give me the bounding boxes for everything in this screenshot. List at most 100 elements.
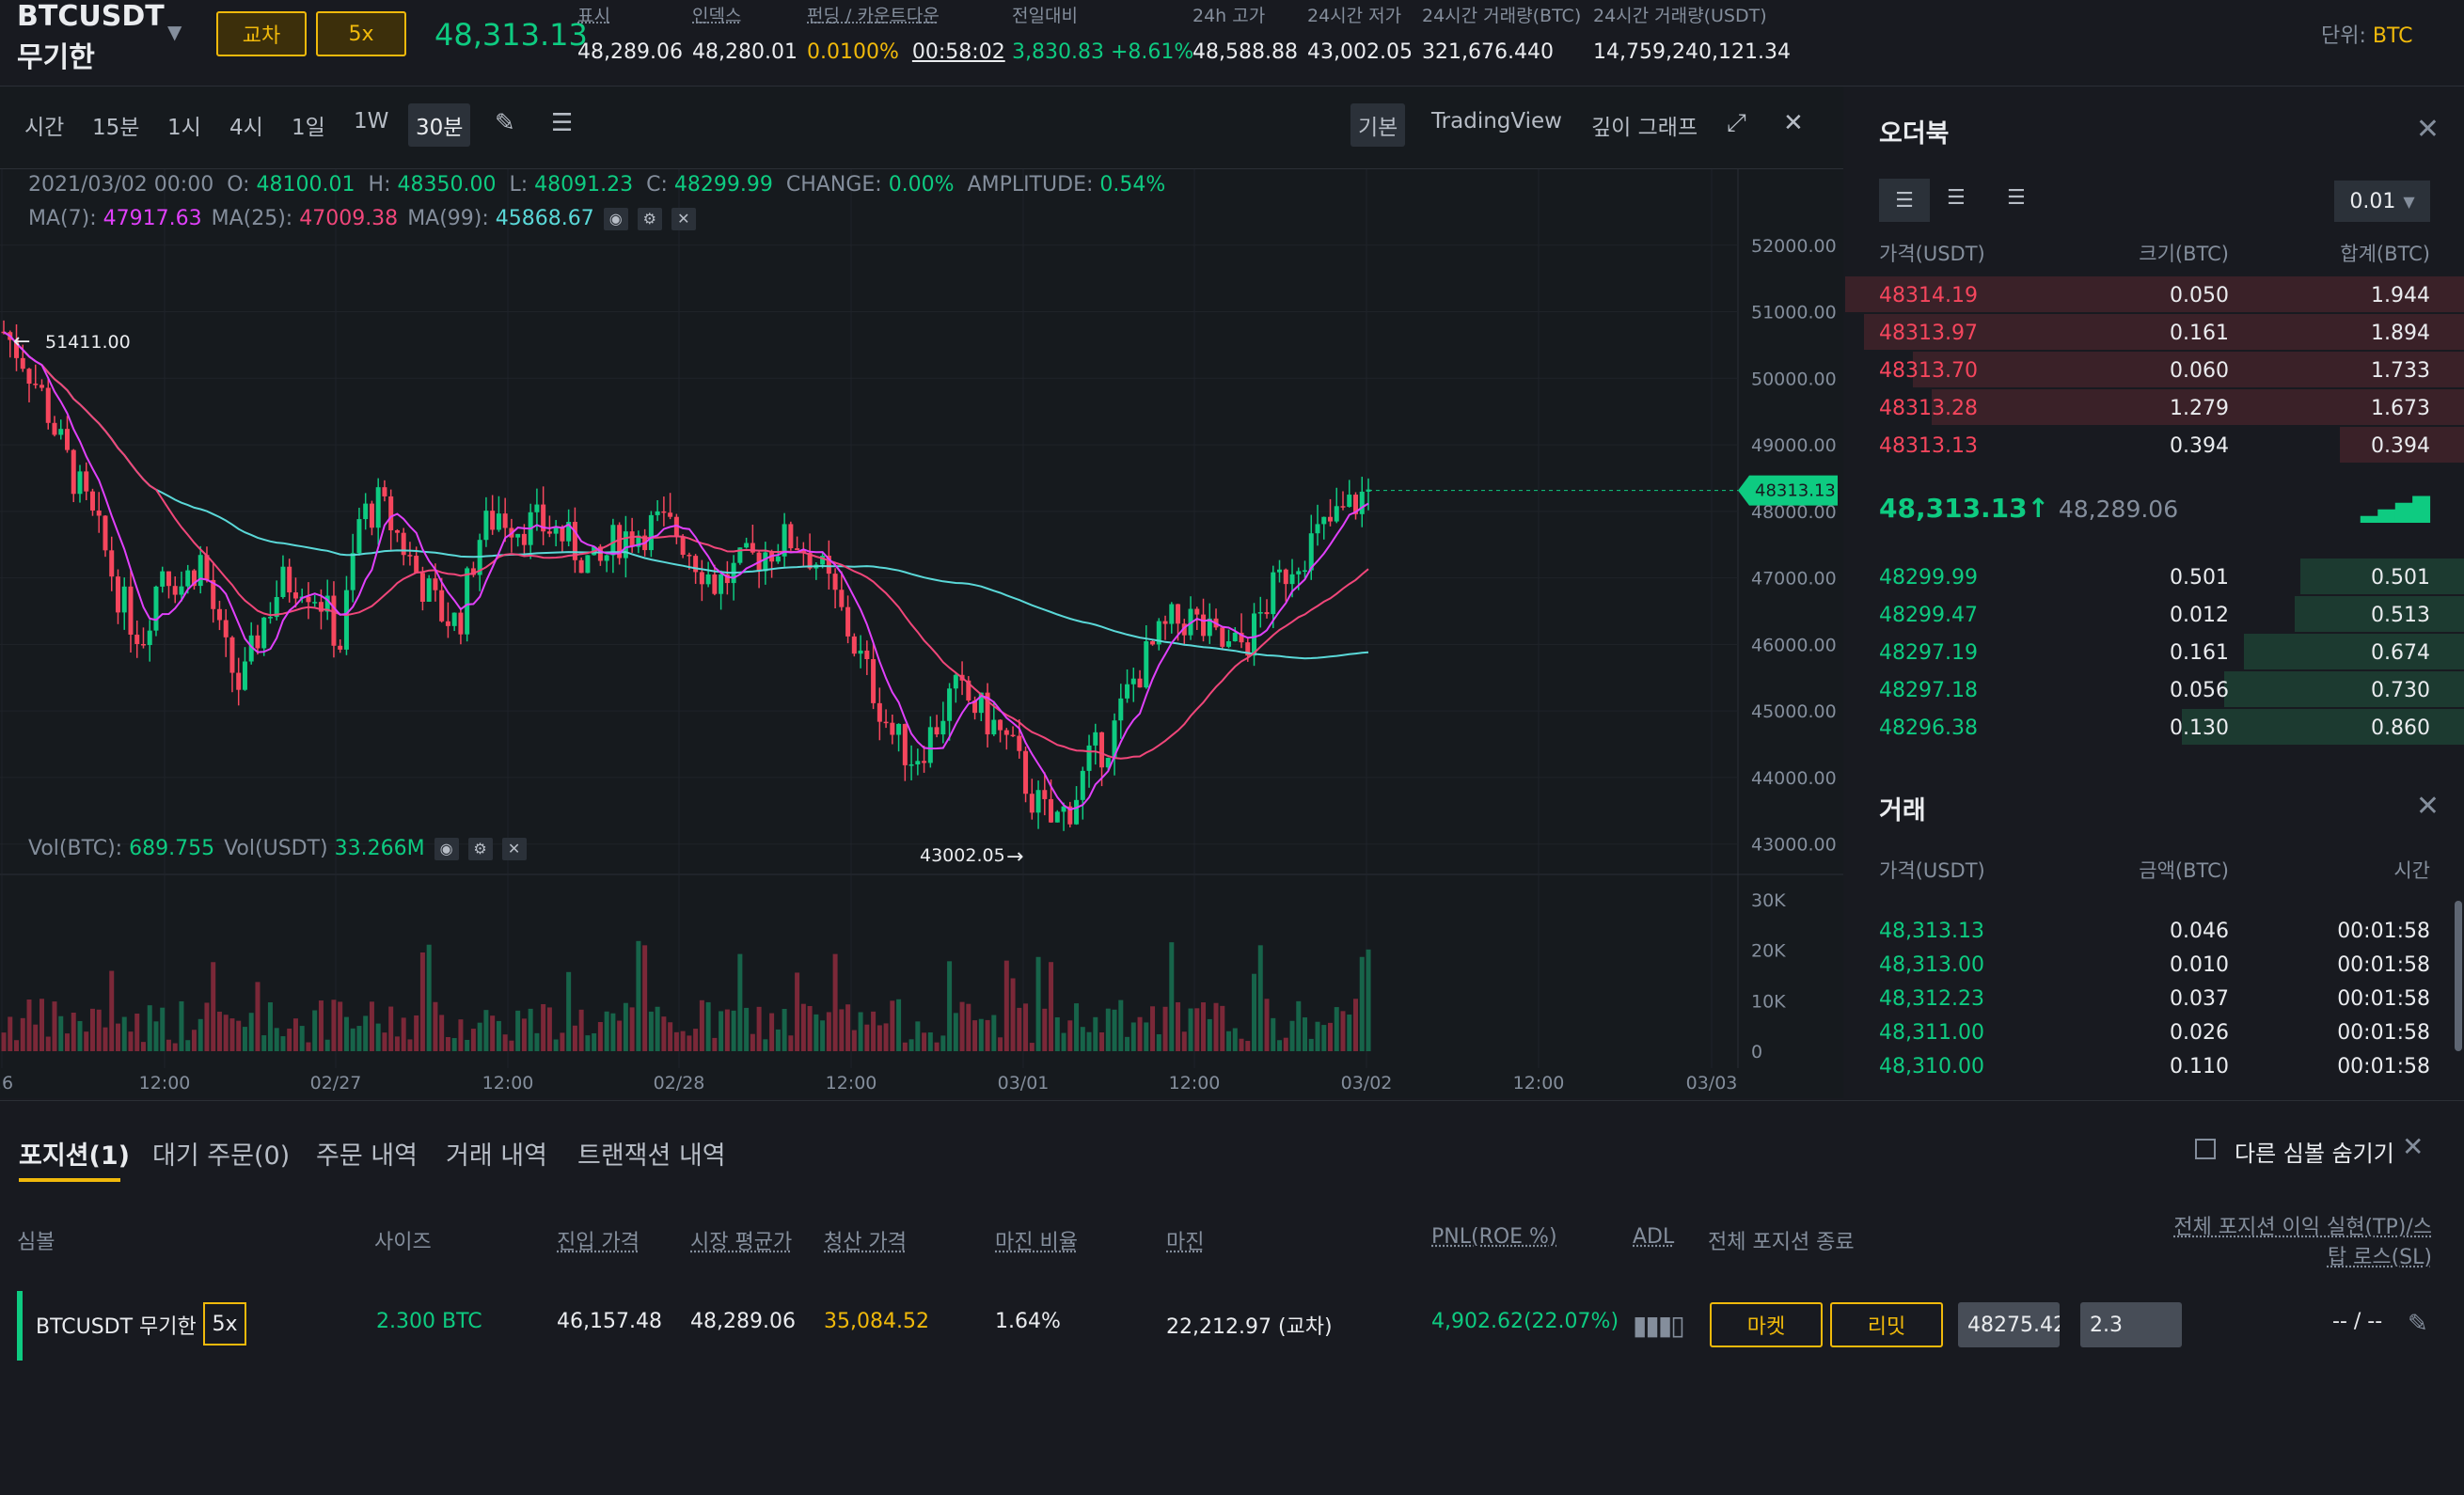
volume-bar — [1271, 1017, 1276, 1051]
gear-icon[interactable]: ⚙ — [467, 837, 493, 860]
orderbook-both-icon[interactable]: ☰ — [1879, 179, 1930, 222]
market-close-button[interactable]: 마켓 — [1710, 1302, 1823, 1347]
ask-row[interactable]: 48313.97 0.161 1.894 — [1845, 314, 2464, 352]
interval-4h[interactable]: 4시 — [229, 116, 263, 140]
interval-30m[interactable]: 30분 — [408, 103, 471, 147]
tab-trade-history[interactable]: 거래 내역 — [446, 1141, 547, 1171]
limit-close-button[interactable]: 리밋 — [1830, 1302, 1943, 1347]
interval-1d[interactable]: 1일 — [292, 116, 325, 140]
volume-bar — [528, 1008, 533, 1051]
pencil-icon[interactable]: ✎ — [495, 109, 515, 137]
interval-1h[interactable]: 1시 — [167, 116, 201, 140]
volume-bar — [1264, 999, 1270, 1051]
chevron-down-icon[interactable]: ▼ — [167, 21, 182, 43]
tab-transaction-history[interactable]: 트랜잭션 내역 — [577, 1141, 726, 1171]
candle-body — [1093, 732, 1098, 746]
hide-other-checkbox[interactable] — [2195, 1139, 2216, 1159]
ask-row[interactable]: 48313.13 0.394 0.394 — [1845, 427, 2464, 464]
volume-bar — [1017, 1007, 1022, 1051]
position-leverage[interactable]: 5x — [203, 1302, 246, 1346]
gear-icon[interactable]: ⚙ — [637, 207, 662, 230]
volume-bar — [426, 944, 432, 1051]
limit-price-input[interactable] — [1958, 1302, 2060, 1347]
volume-bar — [58, 1015, 64, 1051]
symbol-name[interactable]: BTCUSDT — [17, 0, 165, 33]
close-icon[interactable]: ✕ — [1783, 109, 1804, 137]
eye-icon[interactable]: ◉ — [434, 837, 459, 860]
precision-select[interactable]: 0.01 ▼ — [2334, 181, 2430, 222]
bid-row[interactable]: 48299.47 0.012 0.513 — [1845, 596, 2464, 634]
volume-bar — [134, 1013, 140, 1051]
close-all-positions[interactable]: 전체 포지션 종료 — [1708, 1231, 1855, 1254]
orderbook-title: 오더북 — [1879, 119, 1950, 149]
unit-selector[interactable]: 단위: BTC — [2321, 24, 2413, 48]
signal-bars-icon[interactable]: ▂▄▆█ — [2361, 496, 2430, 523]
volume-bar — [1252, 973, 1257, 1051]
edit-pencil-icon[interactable]: ✎ — [2408, 1310, 2428, 1338]
volume-bar — [77, 1020, 83, 1051]
volume-bar — [1049, 962, 1054, 1051]
col-liq: 청산 가격 — [824, 1231, 907, 1254]
settings-sliders-icon[interactable]: ☰ — [551, 109, 574, 137]
ask-row[interactable]: 48314.19 0.050 1.944 — [1845, 276, 2464, 314]
candle-body — [331, 595, 337, 646]
leverage-button[interactable]: 5x — [316, 11, 406, 56]
close-icon[interactable]: ✕ — [2402, 1131, 2425, 1162]
candle-body — [287, 566, 292, 593]
trade-row: 48,313.00 0.010 00:01:58 — [1845, 946, 2464, 984]
volume-bar — [1213, 1002, 1219, 1051]
candle-body — [572, 522, 577, 560]
volume-bar — [1289, 1020, 1295, 1051]
volume-bar — [197, 1018, 203, 1051]
candle-body — [661, 511, 667, 513]
tab-positions[interactable]: 포지션(1) — [19, 1141, 130, 1171]
interval-1w[interactable]: 1W — [354, 109, 389, 134]
candle-body — [1017, 735, 1022, 751]
candle-body — [496, 513, 501, 530]
interval-15m[interactable]: 15분 — [92, 116, 140, 140]
depth-bar — [1845, 276, 2464, 312]
volume-bar — [763, 1039, 768, 1051]
eye-icon[interactable]: ◉ — [603, 207, 628, 230]
candle-body — [121, 586, 127, 613]
bid-total: 0.501 — [2371, 566, 2430, 590]
view-tradingview[interactable]: TradingView — [1431, 109, 1562, 134]
contract-type[interactable]: 무기한 — [17, 41, 95, 74]
volume-bar — [1086, 1031, 1092, 1051]
close-icon[interactable]: ✕ — [501, 837, 527, 860]
volume-bar — [832, 953, 838, 1051]
volume-bar — [338, 1001, 343, 1051]
close-icon[interactable]: ✕ — [2415, 113, 2440, 146]
margin-mode-button[interactable]: 교차 — [216, 11, 307, 56]
ask-row[interactable]: 48313.70 0.060 1.733 — [1845, 352, 2464, 389]
volume-bar — [1308, 1038, 1314, 1051]
tab-open-orders[interactable]: 대기 주문(0) — [152, 1141, 291, 1171]
candle-body — [719, 574, 724, 594]
volume-bar — [1334, 1007, 1339, 1051]
interval-time[interactable]: 시간 — [24, 116, 65, 140]
view-depth[interactable]: 깊이 그래프 — [1591, 116, 1698, 140]
scrollbar[interactable] — [2455, 901, 2462, 1051]
quantity-input[interactable] — [2080, 1302, 2182, 1347]
candle-body — [236, 672, 242, 690]
bid-row[interactable]: 48297.19 0.161 0.674 — [1845, 634, 2464, 671]
bid-row[interactable]: 48296.38 0.130 0.860 — [1845, 709, 2464, 747]
bid-row[interactable]: 48299.99 0.501 0.501 — [1845, 559, 2464, 596]
bid-row[interactable]: 48297.18 0.056 0.730 — [1845, 671, 2464, 709]
expand-icon[interactable]: ⤢ — [1727, 109, 1746, 137]
close-icon[interactable]: ✕ — [2415, 790, 2440, 823]
bid-total: 0.860 — [2371, 716, 2430, 740]
ask-row[interactable]: 48313.28 1.279 1.673 — [1845, 389, 2464, 427]
volume-bar — [998, 1037, 1003, 1051]
candle-body — [566, 522, 572, 542]
volume-bar — [1315, 1021, 1320, 1051]
price-chart[interactable]: 52000.00 51000.00 50000.00 49000.00 48000.00… — [0, 169, 1843, 1096]
candle-body — [699, 572, 704, 585]
orderbook-bids-icon[interactable]: ☰ — [1947, 186, 1966, 210]
position-symbol[interactable]: BTCUSDT 무기한 — [36, 1315, 197, 1339]
position-size: 2.300 BTC — [376, 1310, 482, 1333]
orderbook-asks-icon[interactable]: ☰ — [2007, 186, 2026, 210]
view-basic[interactable]: 기본 — [1350, 103, 1406, 147]
close-icon[interactable]: ✕ — [671, 207, 696, 230]
tab-order-history[interactable]: 주문 내역 — [316, 1141, 418, 1171]
